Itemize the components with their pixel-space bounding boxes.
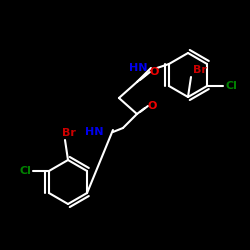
Text: Cl: Cl [225, 81, 237, 91]
Text: HN: HN [130, 63, 148, 73]
Text: Cl: Cl [19, 166, 31, 176]
Text: Br: Br [193, 65, 207, 75]
Text: O: O [147, 101, 157, 111]
Text: HN: HN [86, 127, 104, 137]
Text: O: O [149, 67, 159, 77]
Text: Br: Br [62, 128, 76, 138]
